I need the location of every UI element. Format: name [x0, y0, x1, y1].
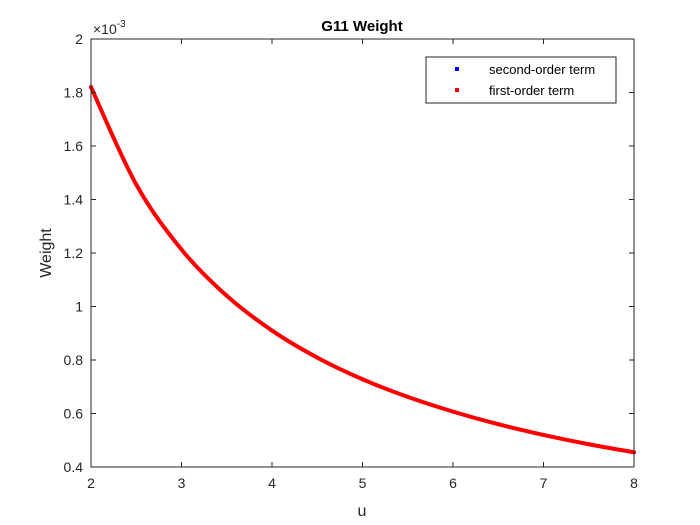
data-point: [496, 422, 501, 427]
x-tick-label: 8: [630, 475, 638, 491]
chart-title: G11 Weight: [321, 18, 402, 35]
y-exponent-power: -3: [117, 19, 126, 30]
x-axis-label: u: [358, 503, 367, 520]
legend-marker-first-order: [455, 88, 459, 92]
data-point: [360, 377, 365, 382]
y-tick-label: 0.4: [64, 459, 84, 475]
data-point: [586, 442, 591, 447]
y-tick-label: 1.8: [64, 85, 84, 101]
data-point: [224, 293, 229, 298]
y-tick-label: 0.8: [64, 352, 84, 368]
y-tick-label: 1: [75, 299, 83, 315]
data-point: [179, 247, 184, 252]
x-tick-label: 2: [87, 475, 95, 491]
data-point: [451, 409, 455, 414]
y-tick-label: 1.4: [64, 192, 84, 208]
data-point: [541, 432, 546, 437]
x-tick-label: 7: [540, 475, 548, 491]
x-tick-label: 4: [268, 475, 276, 491]
plot-area: [91, 39, 634, 467]
x-tick-label: 3: [178, 475, 186, 491]
data-point: [315, 355, 320, 360]
ticks-layer: 2 3 4 5 6 7 8 0.4 0.6 0.8 1 1.2 1.4 1.6 1.8 2: [64, 31, 639, 491]
data-point: [405, 394, 410, 399]
y-exponent-multiplier: ×10-3: [93, 19, 126, 37]
legend-marker-second-order: [455, 67, 459, 71]
x-tick-label: 5: [359, 475, 367, 491]
legend: second-order term first-order term: [425, 56, 617, 104]
legend-box: [425, 56, 617, 104]
data-point: [270, 328, 274, 333]
x-tick-label: 6: [449, 475, 457, 491]
legend-label-first-order: first-order term: [489, 83, 574, 98]
y-tick-label: 2: [75, 31, 83, 47]
y-tick-label: 1.2: [64, 245, 84, 261]
y-tick-label: 0.6: [64, 406, 84, 422]
y-exponent-base: ×10: [93, 21, 117, 37]
data-point: [134, 182, 139, 187]
series-layer: [89, 85, 636, 455]
legend-label-second-order: second-order term: [489, 62, 595, 77]
y-axis-label: Weight: [38, 228, 55, 278]
y-tick-label: 1.6: [64, 138, 84, 154]
